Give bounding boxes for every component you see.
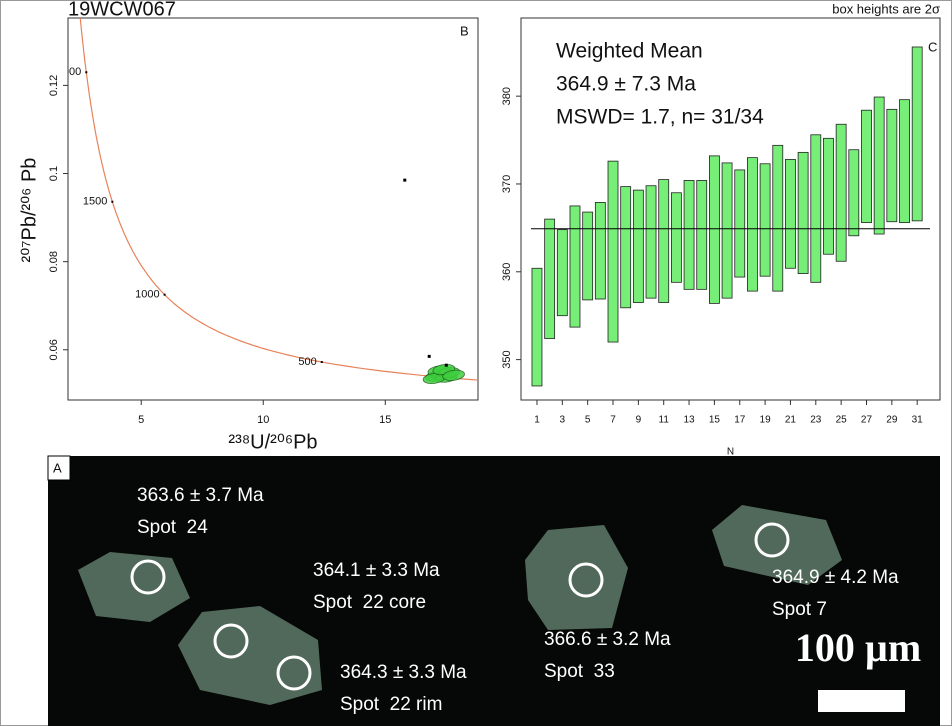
rejected-point [445, 364, 448, 367]
box [633, 190, 643, 302]
x-tick-label: 5 [138, 414, 144, 426]
box [760, 164, 770, 276]
zircon [525, 525, 628, 630]
panel-label: B [460, 23, 469, 38]
box [747, 158, 757, 291]
box [545, 219, 555, 338]
y-tick-label: 370 [501, 175, 513, 193]
box [811, 135, 821, 283]
rejected-point [428, 355, 431, 358]
panel-label: C [928, 39, 937, 54]
box [874, 97, 884, 234]
box [570, 206, 580, 327]
box [836, 124, 846, 261]
note: box heights are 2σ [832, 1, 940, 16]
x-tick-label: 29 [886, 415, 898, 426]
box [887, 109, 897, 221]
box [900, 100, 910, 223]
age-annotation: 364.9 ± 4.2 Ma [772, 567, 899, 588]
y-tick-label: 380 [501, 87, 513, 105]
box [849, 150, 859, 236]
box [735, 170, 745, 277]
age-annotation: 363.6 ± 3.7 Ma [137, 485, 264, 506]
y-tick-label: 360 [501, 263, 513, 281]
age-label: 1000 [135, 289, 159, 301]
box [608, 161, 618, 342]
box [621, 187, 631, 308]
box [583, 212, 593, 300]
y-tick-label: 350 [501, 350, 513, 368]
panel-label: A [53, 460, 62, 475]
box [671, 193, 681, 283]
age-label: 1500 [83, 196, 107, 208]
box [823, 138, 833, 254]
y-tick-label: 0.06 [48, 339, 60, 360]
y-axis-label: ²⁰⁷Pb/²⁰⁶ Pb [18, 158, 40, 263]
spot-annotation: Spot 24 [137, 517, 208, 538]
x-tick-label: 13 [683, 415, 695, 426]
figure: 19WCW067 box heights are 2σ B C A 100 µm… [0, 0, 952, 726]
box [646, 186, 656, 298]
figure-title: 19WCW067 [68, 0, 176, 20]
box [684, 180, 694, 289]
age-annotation: 364.1 ± 3.3 Ma [313, 560, 440, 581]
x-tick-label: 7 [610, 415, 616, 426]
spot-annotation: Spot 33 [544, 661, 615, 682]
box [697, 180, 707, 289]
age-marker [164, 294, 166, 296]
spot-annotation: Spot 7 [772, 599, 827, 620]
x-tick-label: 9 [636, 415, 642, 426]
box [912, 47, 922, 221]
box [709, 156, 719, 304]
y-tick-label: 0.08 [48, 251, 60, 272]
x-axis-label: ²³⁸U/²⁰⁶Pb [228, 431, 317, 453]
spot-annotation: Spot 22 rim [340, 694, 442, 715]
x-tick-label: 15 [709, 415, 721, 426]
x-tick-label: 19 [760, 415, 772, 426]
x-tick-label: 3 [560, 415, 566, 426]
x-tick-label: 15 [379, 414, 391, 426]
x-tick-label: 10 [257, 414, 269, 426]
box [861, 110, 871, 222]
rejected-point [403, 179, 406, 182]
x-tick-label: 11 [659, 415, 670, 426]
x-tick-label: 5 [585, 415, 591, 426]
stat-text: Weighted Mean [556, 40, 703, 63]
box [785, 159, 795, 268]
age-marker [111, 201, 113, 203]
x-tick-label: 25 [836, 415, 848, 426]
scale-bar [818, 690, 905, 712]
age-annotation: 366.6 ± 3.2 Ma [544, 629, 671, 650]
box [595, 202, 605, 299]
age-marker [321, 361, 323, 363]
x-tick-label: 27 [861, 415, 873, 426]
box [773, 145, 783, 291]
y-tick-label: 0.1 [48, 166, 60, 181]
box [798, 152, 808, 273]
age-label: 500 [298, 356, 316, 368]
scale-bar-label: 100 µm [795, 625, 921, 670]
box [532, 268, 542, 386]
spot-annotation: Spot 22 core [313, 592, 426, 613]
x-axis-label: N [727, 447, 734, 458]
x-tick-label: 1 [534, 415, 540, 426]
x-tick-label: 23 [810, 415, 822, 426]
age-annotation: 364.3 ± 3.3 Ma [340, 662, 467, 683]
x-tick-label: 31 [912, 415, 924, 426]
box [557, 230, 567, 316]
x-tick-label: 21 [785, 415, 797, 426]
x-tick-label: 17 [734, 415, 746, 426]
cl-image-panel: A 100 µm 363.6 ± 3.7 Ma Spot 24 364.1 ± 3.… [48, 456, 940, 726]
box [659, 180, 669, 303]
stat-text: 364.9 ± 7.3 Ma [556, 73, 696, 96]
age-marker [85, 71, 87, 73]
stat-text: MSWD= 1.7, n= 31/34 [556, 106, 764, 129]
box [722, 163, 732, 298]
y-tick-label: 0.12 [48, 75, 60, 96]
